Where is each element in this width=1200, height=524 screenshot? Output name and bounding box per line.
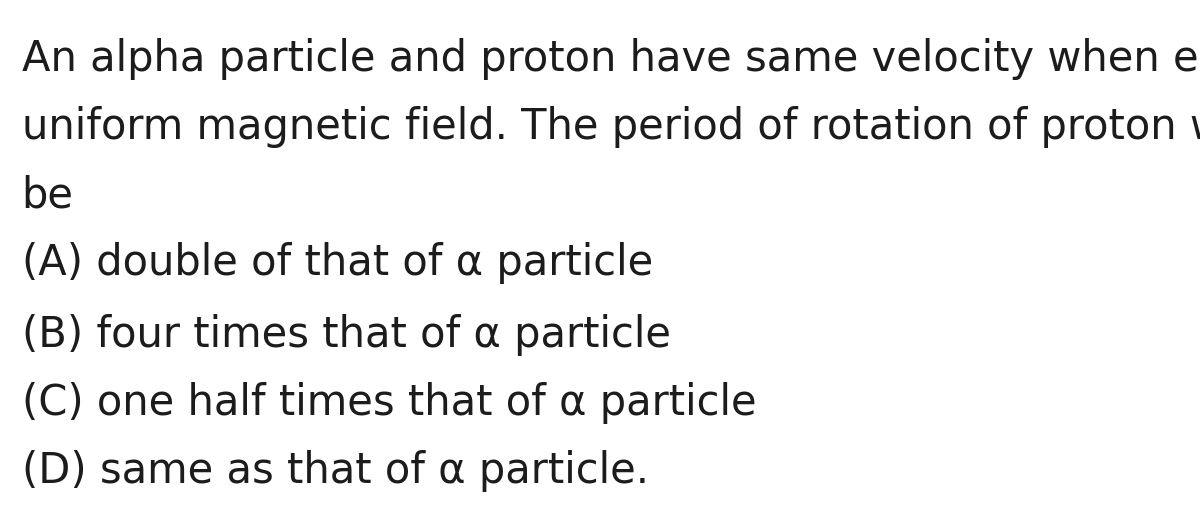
Text: An alpha particle and proton have same velocity when enter: An alpha particle and proton have same v… <box>22 38 1200 80</box>
Text: (B) four times that of α particle: (B) four times that of α particle <box>22 314 671 356</box>
Text: be: be <box>22 174 73 216</box>
Text: uniform magnetic field. The period of rotation of proton will: uniform magnetic field. The period of ro… <box>22 106 1200 148</box>
Text: (D) same as that of α particle.: (D) same as that of α particle. <box>22 450 649 492</box>
Text: (C) one half times that of α particle: (C) one half times that of α particle <box>22 382 756 424</box>
Text: (A) double of that of α particle: (A) double of that of α particle <box>22 242 653 284</box>
